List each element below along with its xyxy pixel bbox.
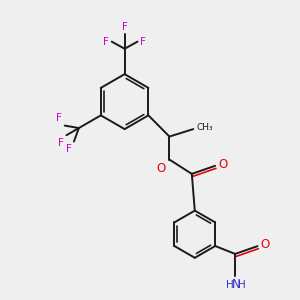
- Text: O: O: [157, 162, 166, 175]
- Text: F: F: [58, 138, 64, 148]
- Text: F: F: [66, 144, 72, 154]
- Text: O: O: [260, 238, 270, 251]
- Text: N: N: [232, 278, 240, 291]
- Text: F: F: [56, 113, 62, 123]
- Text: H: H: [226, 280, 234, 290]
- Text: H: H: [238, 280, 246, 290]
- Text: CH₃: CH₃: [197, 123, 214, 132]
- Text: F: F: [122, 22, 128, 32]
- Text: F: F: [140, 37, 146, 46]
- Text: O: O: [218, 158, 227, 171]
- Text: F: F: [103, 37, 109, 46]
